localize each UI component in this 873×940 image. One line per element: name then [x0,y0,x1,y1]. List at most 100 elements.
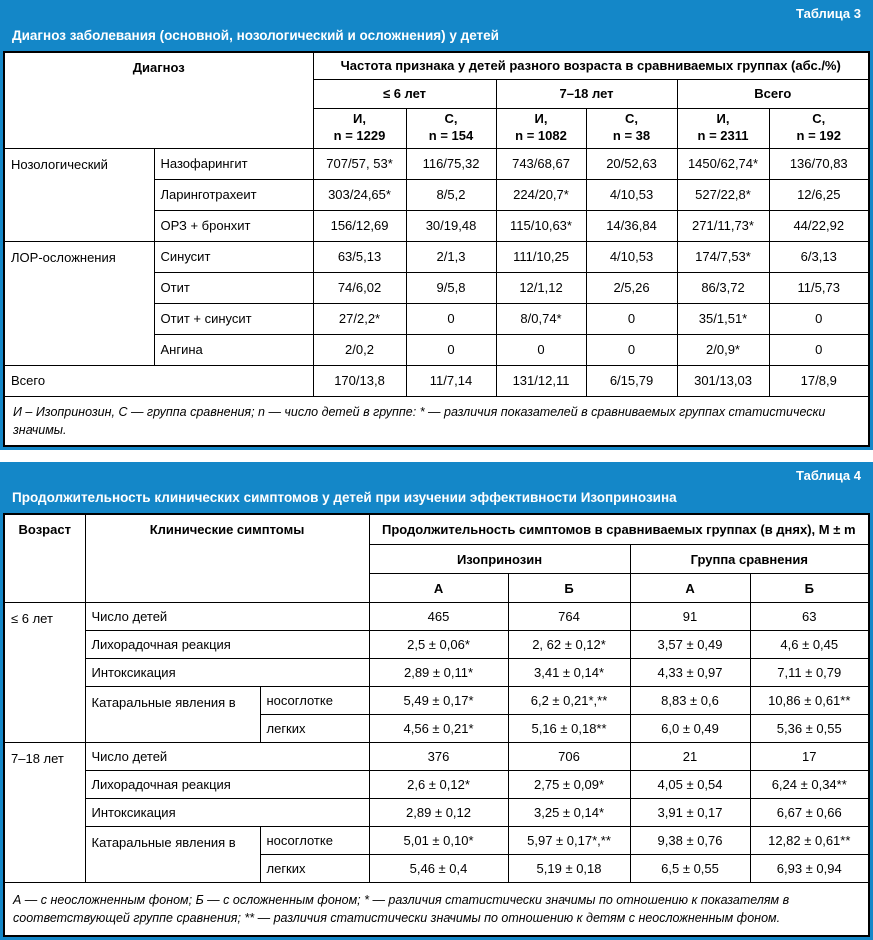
table4-footnote: А — с неосложненным фоном; Б — с осложне… [3,882,870,937]
table-row: И, n = 1229 С, n = 154 И, n = 1082 С, n = 38… [4,107,870,149]
table-row: ≤ 6 лет Число детей 465 764 91 63 [3,602,870,744]
cell-value: 86/3,72 [676,271,770,304]
cell-value: 11/7,14 [405,364,497,397]
cell-value: 7,11 ± 0,79 [749,658,870,688]
cell-value: 156/12,69 [312,209,407,242]
cell-value: 5,46 ± 0,4 [368,854,509,884]
cell-value: 224/20,7* [495,178,587,211]
cell-value: 4,33 ± 0,97 [629,658,751,688]
diagnosis-name: Ларинготрахеит [153,178,314,211]
table3-number-label: Таблица 3 [795,6,861,21]
col-header-group-5: С, n = 192 [768,107,870,149]
cell-value: 743/68,67 [495,147,587,180]
symptom-location: легких [259,854,370,884]
diagnosis-name: Ангина [153,333,314,366]
cell-value: 2/1,3 [405,240,497,273]
cell-value: 4/10,53 [585,240,678,273]
cell-value: 2/0,9* [676,333,770,366]
cell-value: 3,41 ± 0,14* [507,658,631,688]
col-header-age-0: ≤ 6 лет [312,78,497,109]
cell-value: 2,89 ± 0,11* [368,658,509,688]
col-header-sub-1: Б [507,573,631,604]
cell-value: 0 [768,302,870,335]
col-header-sub-3: Б [749,573,870,604]
cell-value: 6,2 ± 0,21*,** [507,686,631,716]
col-header-group-3: С, n = 38 [585,107,678,149]
cell-value: 3,25 ± 0,14* [507,798,631,828]
table4-head: Таблица 4 Продолжительность клинических … [3,462,870,513]
group-n: n = 192 [796,128,841,143]
diagnosis-name: Назофарингит [153,147,314,180]
group-letter: С, [444,111,458,127]
cell-value: 6,67 ± 0,66 [749,798,870,828]
cell-value: 8,83 ± 0,6 [629,686,751,716]
cell-value: 4,6 ± 0,45 [749,630,870,660]
cell-value: 0 [405,333,497,366]
cell-value: 63/5,13 [312,240,407,273]
table4-number-label: Таблица 4 [795,467,861,483]
group-letter: И, [716,111,730,127]
cell-value: 44/22,92 [768,209,870,242]
cell-value: 2,75 ± 0,09* [507,770,631,800]
cell-value: 6,24 ± 0,34** [749,770,870,800]
cell-value: 3,91 ± 0,17 [629,798,751,828]
symptom-name: Катаральные явления в [84,686,261,744]
cell-value: 6,93 ± 0,94 [749,854,870,884]
symptom-name: Число детей [84,742,370,772]
cell-value: 74/6,02 [312,271,407,304]
table-row: Возраст Клинические симптомы Продолжител… [3,513,870,604]
cell-value: 376 [368,742,509,772]
cell-value: 20/52,63 [585,147,678,180]
cell-value: 5,01 ± 0,10* [368,826,509,856]
col-header-comparison: Группа сравнения [629,544,870,575]
table4: Возраст Клинические симптомы Продолжител… [3,512,870,938]
cell-value: 0 [405,302,497,335]
table-row-footnote: И – Изопринозин, С — группа сравнения; n… [3,395,870,447]
col-header-diagnosis: Диагноз [3,51,314,149]
cell-value: 6/15,79 [585,364,678,397]
cell-value: 115/10,63* [495,209,587,242]
table-row: Интоксикация 2,89 ± 0,12 3,25 ± 0,14* 3,… [4,798,870,828]
col-header-izoprinozin: Изопринозин [368,544,631,575]
table3-title: Диагноз заболевания (основной, нозологич… [12,28,499,43]
col-header-group-0: И, n = 1229 [312,107,407,149]
cell-value: 170/13,8 [312,364,407,397]
symptom-name: Лихорадочная реакция [84,770,370,800]
table-row: Лихорадочная реакция 2,5 ± 0,06* 2, 62 ±… [4,630,870,660]
cell-value: 6,0 ± 0,49 [629,714,751,744]
col-header-group-1: С, n = 154 [405,107,497,149]
cell-value: 12/6,25 [768,178,870,211]
cell-value: 0 [768,333,870,366]
col-header-age: Возраст [3,513,86,604]
cell-value: 5,49 ± 0,17* [368,686,509,716]
table-row: Катаральные явления в носоглотке 5,49 ± … [4,686,870,744]
symptom-location: носоглотке [259,826,370,856]
table-row: Изопринозин Группа сравнения [4,544,870,575]
symptom-name: Интоксикация [84,658,370,688]
cell-value: 271/11,73* [676,209,770,242]
cell-value: 3,57 ± 0,49 [629,630,751,660]
row-age-group: 7–18 лет [3,742,86,884]
cell-value: 136/70,83 [768,147,870,180]
row-category: Нозологический [3,147,155,242]
cell-value: 1450/62,74* [676,147,770,180]
cell-value: 14/36,84 [585,209,678,242]
table3-footnote: И – Изопринозин, С — группа сравнения; n… [3,395,870,447]
cell-value: 6,5 ± 0,55 [629,854,751,884]
cell-value: 2/5,26 [585,271,678,304]
group-n: n = 154 [428,128,474,143]
col-header-group-2: И, n = 1082 [495,107,587,149]
table-row: Лихорадочная реакция 2,6 ± 0,12* 2,75 ± … [4,770,870,800]
cell-value: 4/10,53 [585,178,678,211]
cell-value: 10,86 ± 0,61** [749,686,870,716]
cell-value: 91 [629,602,751,632]
row-category: ЛОР-осложнения [3,240,155,366]
group-n: n = 2311 [697,128,749,143]
table-row: легких 5,46 ± 0,4 5,19 ± 0,18 6,5 ± 0,55… [4,854,870,884]
cell-value: 707/57, 53* [312,147,407,180]
diagnosis-name: Отит [153,271,314,304]
diagnosis-name: Отит + синусит [153,302,314,335]
table-row-footnote: А — с неосложненным фоном; Б — с осложне… [3,882,870,937]
group-letter: И, [534,111,548,127]
cell-value: 2,6 ± 0,12* [368,770,509,800]
